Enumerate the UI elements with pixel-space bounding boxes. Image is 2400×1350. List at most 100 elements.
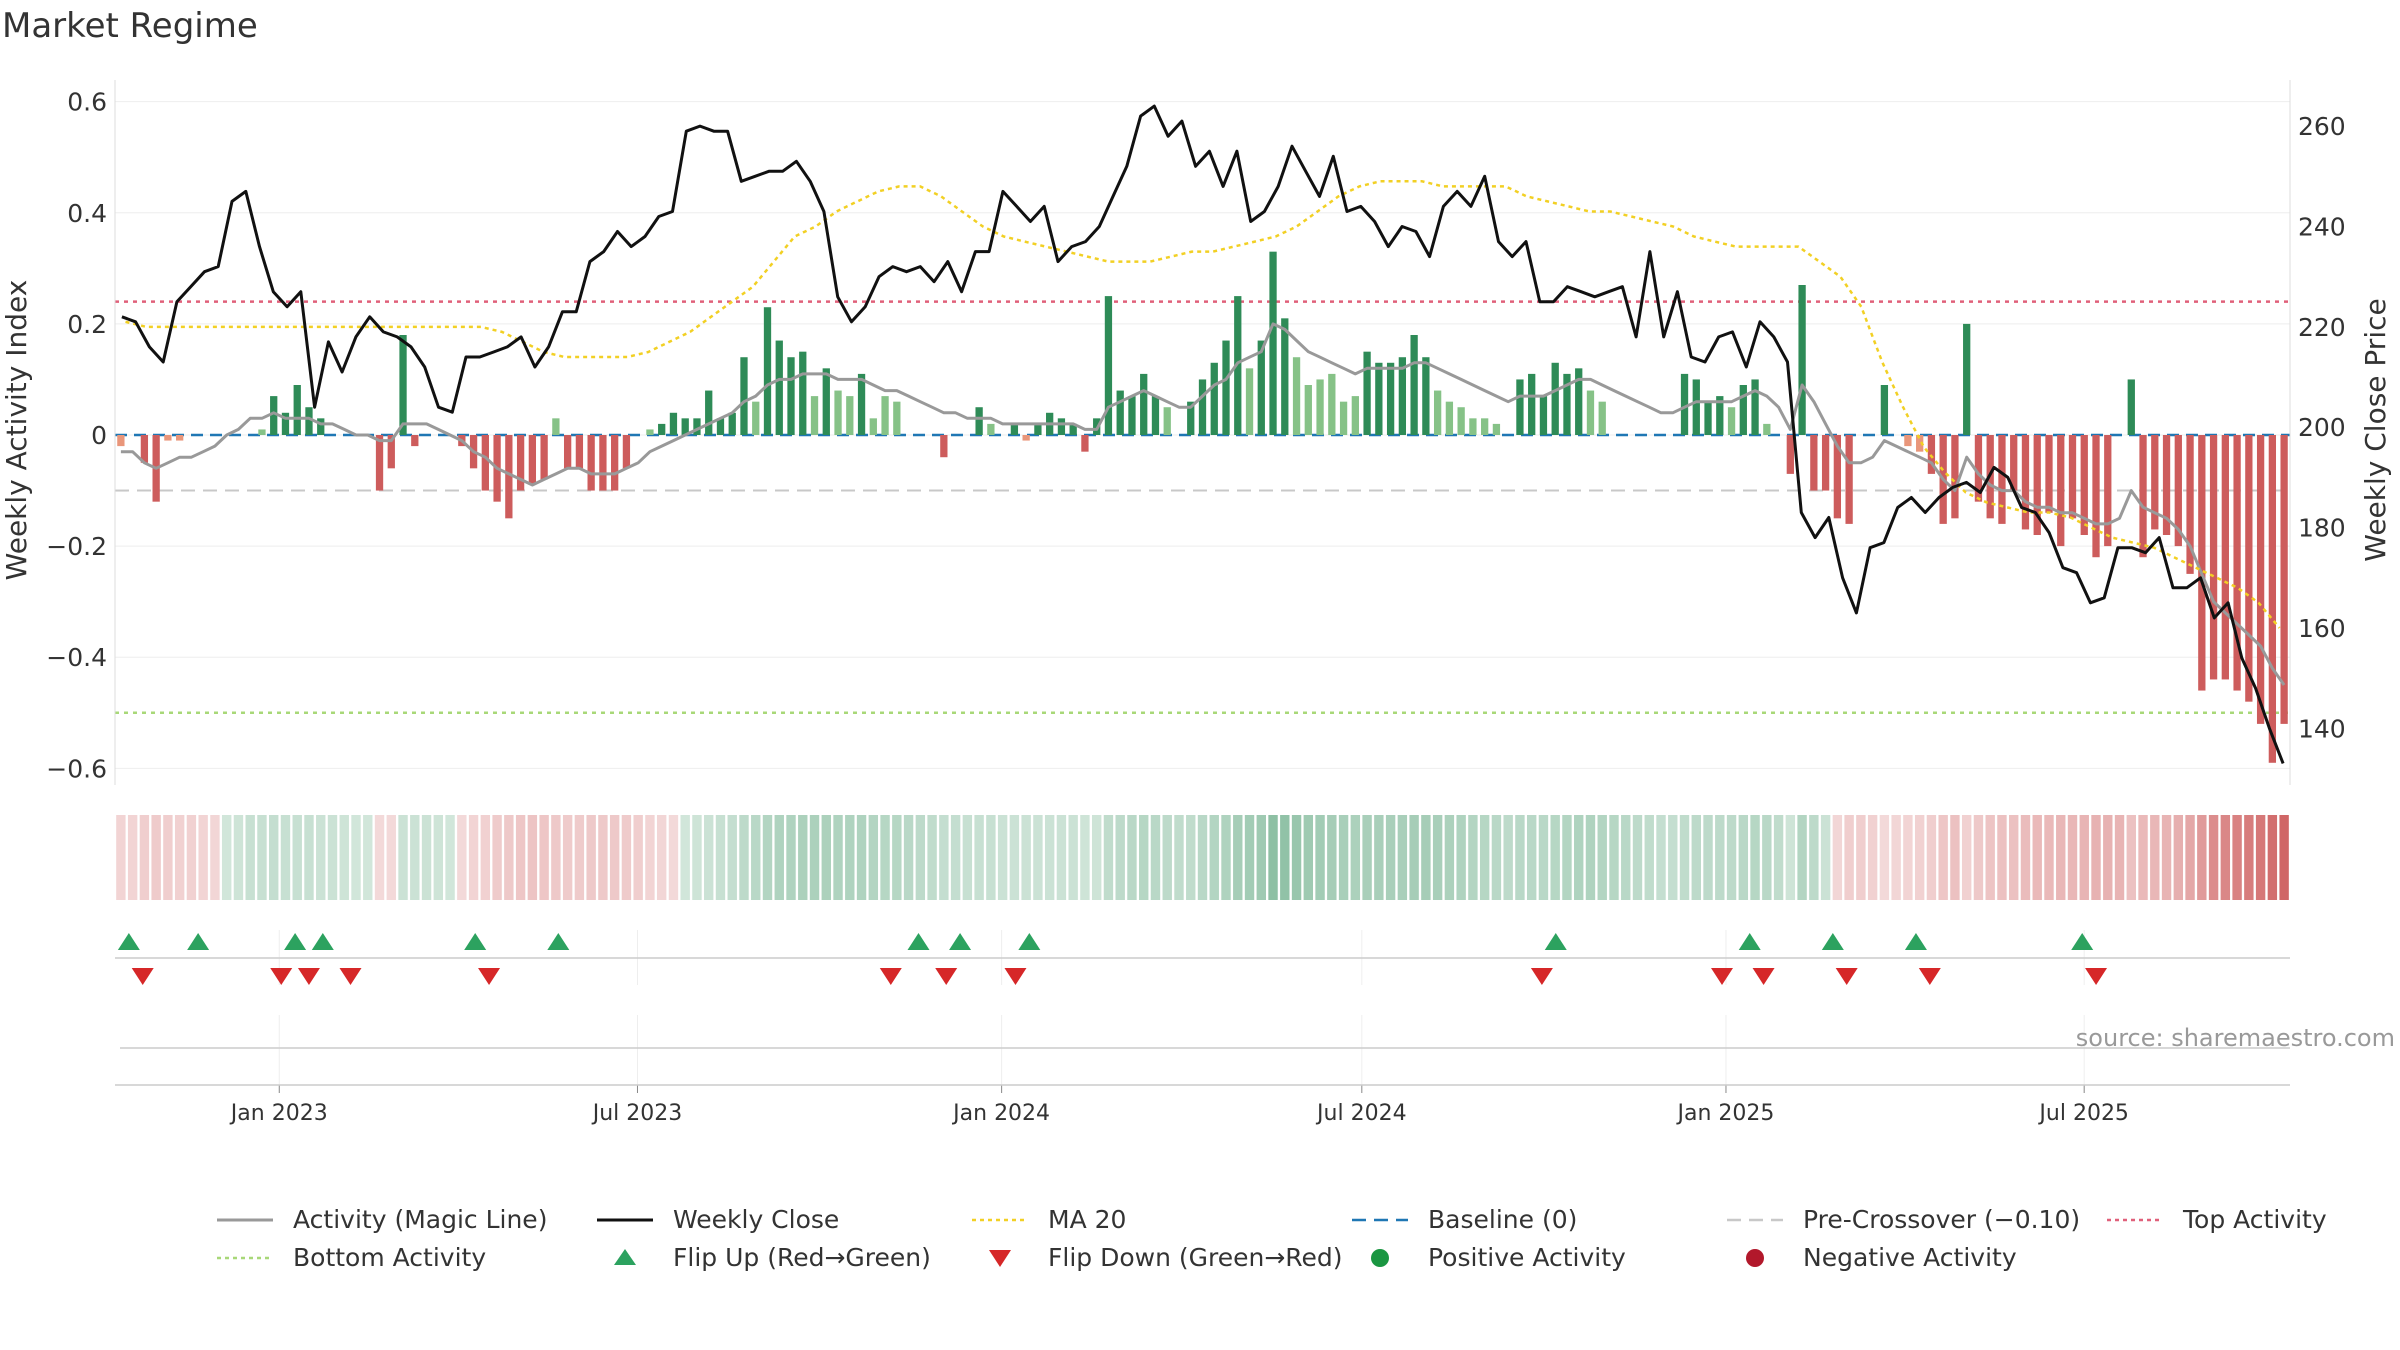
activity-bar (2057, 435, 2065, 547)
activity-bar (1363, 351, 1371, 435)
regime-strip-cell (668, 815, 679, 900)
activity-bar (2233, 435, 2241, 691)
activity-bar (1351, 396, 1359, 435)
regime-strip-cell (1044, 815, 1055, 900)
regime-strip-cell (1186, 815, 1196, 900)
regime-strip-cell (986, 815, 996, 900)
legend-label: Flip Up (Red→Green) (673, 1243, 931, 1272)
regime-strip-cell (1644, 815, 1654, 900)
activity-bar (1410, 335, 1418, 435)
activity-bar (505, 435, 513, 519)
activity-bar (987, 423, 995, 435)
regime-strip-cell (1491, 815, 1502, 900)
flip-down-marker (1004, 968, 1027, 985)
legend-marker (1746, 1248, 1764, 1267)
activity-bar (669, 412, 678, 435)
activity-bar (2092, 435, 2100, 558)
activity-bar (693, 418, 701, 435)
activity-bar (2245, 435, 2253, 702)
legend-item: Flip Up (Red→Green) (595, 1243, 931, 1272)
flip-down-marker (2085, 968, 2108, 985)
regime-strip-cell (174, 815, 185, 900)
flip-up-marker (1821, 933, 1844, 950)
regime-strip-cell (410, 815, 420, 900)
regime-strip-cell (2208, 815, 2219, 900)
regime-strip-cell (1091, 815, 1102, 900)
activity-bar (763, 307, 772, 435)
flip-markers-panel (115, 933, 2290, 985)
regime-strip-cell (739, 815, 749, 900)
regime-strip-cell (139, 815, 150, 900)
activity-bar (1198, 379, 1207, 435)
regime-strip-cell (2103, 815, 2113, 900)
activity-bar (1116, 390, 1124, 435)
right-tick-label: 160 (2298, 614, 2346, 643)
regime-strip-cell (433, 815, 444, 900)
regime-strip-cell (809, 815, 820, 900)
regime-strip-cell (1021, 815, 1031, 900)
regime-strip-cell (1526, 815, 1537, 900)
source-label: source: sharemaestro.com (2076, 1024, 2395, 1052)
activity-bar (2280, 435, 2288, 724)
legend-item: Top Activity (2105, 1205, 2327, 1234)
regime-strip-cell (257, 815, 267, 900)
activity-bar (2151, 435, 2159, 530)
regime-strip-cell (363, 815, 373, 900)
regime-strip-cell (1562, 815, 1572, 900)
activity-bar (1398, 357, 1407, 435)
activity-bar (516, 435, 525, 491)
regime-strip-cell (762, 815, 773, 900)
regime-strip-cell (2267, 815, 2278, 900)
activity-bar (1704, 401, 1712, 435)
legend-item: Pre-Crossover (−0.10) (1725, 1205, 2080, 1234)
regime-strip-cell (1233, 815, 1243, 900)
legend-label: Bottom Activity (293, 1243, 487, 1272)
activity-bar (1904, 435, 1912, 447)
activity-bar (599, 435, 607, 491)
activity-bar (117, 435, 125, 447)
legend-marker (614, 1248, 636, 1265)
activity-bar (869, 418, 877, 435)
regime-strip-cell (2185, 815, 2195, 900)
regime-strip-cell (2009, 815, 2019, 900)
legend-item: MA 20 (970, 1205, 1126, 1234)
legend-item: Baseline (0) (1350, 1205, 1577, 1234)
x-tick-label: Jan 2024 (951, 1101, 1050, 1126)
regime-strip-cell (1221, 815, 1231, 900)
regime-strip-cell (1068, 815, 1078, 900)
activity-bar (1539, 396, 1548, 435)
regime-strip-cell (1197, 815, 1208, 900)
regime-strip-cell (2091, 815, 2101, 900)
regime-strip-cell (1726, 815, 1737, 900)
regime-strip-cell (645, 815, 655, 900)
flip-up-marker (1544, 933, 1567, 950)
left-axis-label: Weekly Activity Index (0, 280, 33, 581)
activity-bar (834, 390, 842, 435)
activity-bar (1222, 340, 1230, 435)
regime-strip-cell (868, 815, 879, 900)
magic-line (120, 322, 2286, 686)
regime-strip-cell (1115, 815, 1125, 900)
left-tick-label: 0.4 (67, 199, 107, 228)
regime-strip-cell (1432, 815, 1443, 900)
activity-bar (2162, 435, 2171, 535)
regime-strip-cell (1597, 815, 1607, 900)
regime-strip-cell (515, 815, 526, 900)
activity-bar (1234, 296, 1242, 435)
regime-strip-cell (398, 815, 408, 900)
regime-strip-cell (1244, 815, 1255, 900)
activity-bar (1528, 373, 1536, 435)
legend-swatch (972, 1218, 1028, 1221)
regime-strip-cell (2138, 815, 2148, 900)
activity-bar (822, 368, 830, 435)
legend-swatch (614, 1248, 636, 1265)
activity-bar (1739, 385, 1747, 435)
legend-item: Negative Activity (1725, 1243, 2017, 1272)
activity-bar (1833, 435, 1842, 519)
regime-strip-cell (880, 815, 890, 900)
regime-strip-cell (833, 815, 843, 900)
regime-strip-cell (1468, 815, 1478, 900)
activity-bar (1445, 401, 1454, 435)
activity-bar (528, 435, 537, 485)
regime-strip-cell (1867, 815, 1878, 900)
